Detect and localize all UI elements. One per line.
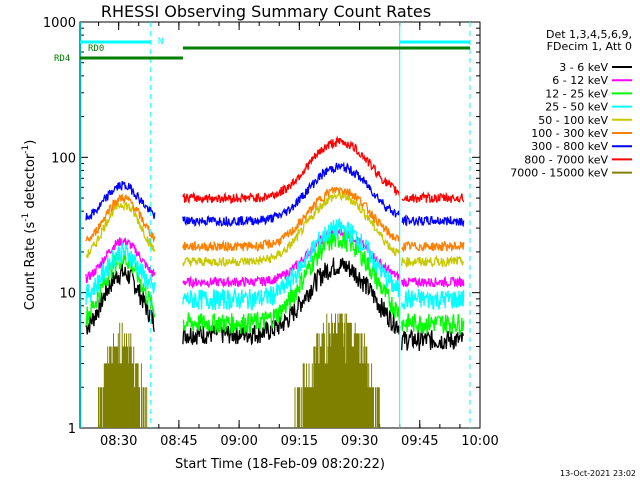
legend-label: 300 - 800 keV	[531, 140, 608, 153]
series-line-6	[401, 214, 465, 228]
x-tick-label: 08:30	[100, 434, 137, 449]
x-axis-label: Start Time (18-Feb-09 08:20:22)	[175, 457, 385, 472]
plot-frame	[79, 21, 481, 429]
x-tick-label: 09:45	[401, 434, 438, 449]
series-line-1	[401, 275, 465, 289]
series-line-3	[182, 217, 401, 311]
rd0-flag-label: RD0	[88, 44, 104, 54]
legend-header-line-2: FDecim 1, Att 0	[547, 40, 632, 53]
y-axis-label-sup2: -1	[21, 145, 31, 154]
series-line-4	[85, 200, 156, 259]
y-axis-label-main: Count Rate (s	[23, 222, 38, 311]
y-tick-label: 1000	[43, 16, 76, 31]
series-line-7	[182, 135, 401, 205]
y-axis-label: Count Rate (s-1 detector-1)	[21, 140, 38, 311]
y-axis-label-sup1: -1	[21, 213, 31, 222]
series-line-6	[182, 161, 401, 228]
legend-label: 6 - 12 keV	[552, 74, 608, 87]
flag-bars: RD0 RD4 N	[54, 22, 471, 428]
series-line-7	[401, 191, 465, 204]
rd4-flag-bar	[80, 56, 183, 60]
series-layer	[85, 135, 465, 428]
series-line-0	[401, 328, 465, 351]
legend-label: 3 - 6 keV	[559, 61, 608, 74]
series-line-1	[182, 228, 401, 289]
x-tick-label: 09:15	[281, 434, 318, 449]
legend-label: 25 - 50 keV	[545, 101, 608, 114]
series-7000-15000-kev	[98, 322, 148, 428]
night-flag-label: N	[158, 37, 163, 47]
legend-label: 800 - 7000 keV	[524, 153, 608, 166]
footer-date: 13-Oct-2021 23:02	[560, 469, 636, 478]
series-line-1	[85, 237, 156, 284]
y-tick-label: 10	[59, 287, 76, 302]
legend-label: 12 - 25 keV	[545, 87, 608, 100]
axis-ticks: 08:30 08:45 09:00 09:15 09:30 09:45 10:00 1 10 10…	[43, 16, 499, 449]
y-axis-label-mid: detector	[23, 153, 38, 213]
series-line-5	[182, 186, 401, 253]
series-line-3	[85, 242, 156, 305]
y-axis-label-end: )	[23, 140, 38, 145]
series-line-4	[401, 254, 464, 269]
night-flag-bar	[80, 40, 151, 44]
series-line-5	[401, 240, 465, 253]
x-tick-label: 10:00	[461, 434, 498, 449]
x-tick-label: 09:30	[341, 434, 378, 449]
rd4-flag-label: RD4	[54, 54, 70, 64]
y-tick-label: 100	[51, 151, 76, 166]
series-line-6	[85, 180, 156, 221]
series-line-2	[401, 313, 465, 336]
legend-label: 7000 - 15000 keV	[510, 167, 608, 180]
legend-label: 50 - 100 keV	[538, 114, 608, 127]
x-tick-label: 09:00	[220, 434, 257, 449]
night-flag-bar	[399, 40, 470, 44]
legend-header-line-1: Det 1,3,4,5,6,9,	[546, 28, 632, 41]
series-line-3	[401, 287, 465, 311]
legend-label: 100 - 300 keV	[531, 127, 608, 140]
series-line-2	[85, 250, 156, 327]
series-7000-15000-kev	[294, 313, 380, 428]
x-tick-label: 08:45	[160, 434, 197, 449]
decim-flag-bar	[182, 46, 470, 50]
chart-title: RHESSI Observing Summary Count Rates	[101, 2, 431, 21]
series-line-5	[85, 193, 156, 243]
series-line-4	[182, 190, 400, 268]
y-tick-label: 1	[68, 422, 76, 437]
